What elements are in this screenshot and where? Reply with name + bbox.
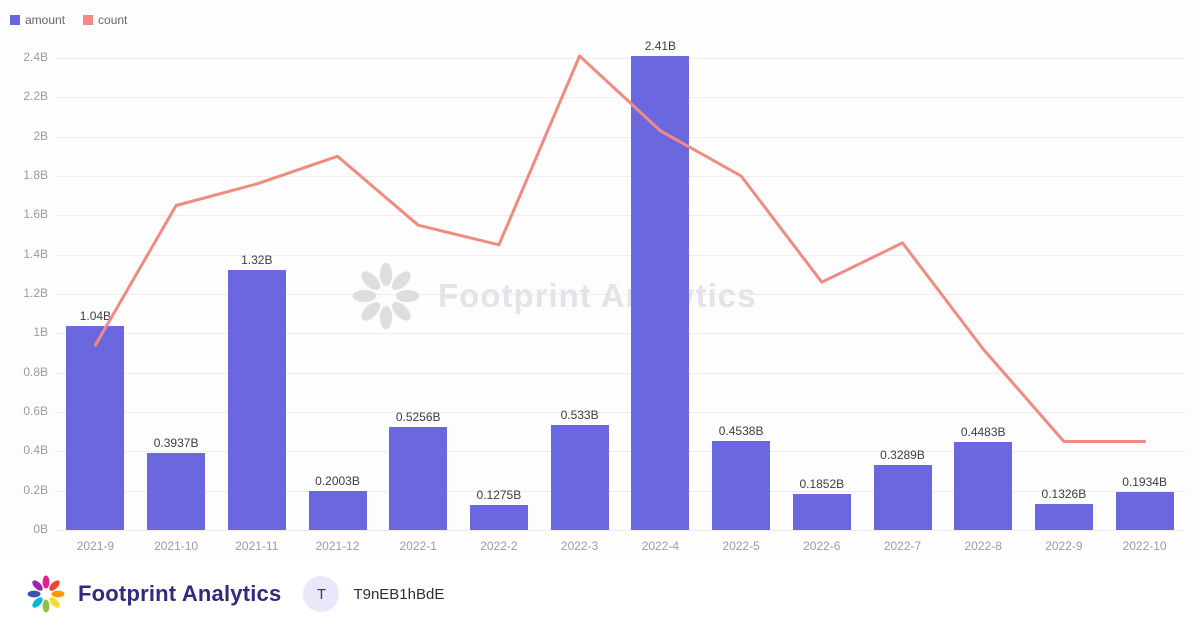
y-tick-label: 1.8B [23, 168, 48, 182]
x-tick-label: 2021-12 [315, 539, 360, 553]
x-tick-label: 2022-5 [722, 539, 760, 553]
bar-2022-7[interactable] [873, 465, 932, 530]
x-tick-label: 2022-4 [641, 539, 680, 553]
y-tick-label: 0B [33, 522, 48, 536]
bar-2022-3[interactable] [550, 425, 609, 530]
y-tick-label: 2.4B [23, 50, 48, 64]
avatar: T [303, 576, 340, 612]
bar-value-label: 0.4538B [718, 423, 764, 438]
brand-name: Footprint Analytics [78, 581, 282, 606]
y-tick-label: 1.6B [23, 207, 48, 222]
bar-2022-4[interactable] [631, 56, 690, 530]
bar-value-label: 0.1275B [476, 487, 522, 502]
bar-value-label: 0.3937B [153, 435, 199, 450]
bar-2022-2[interactable] [469, 504, 528, 530]
footer: Footprint Analytics T T9nEB1hBdE [0, 558, 1200, 630]
x-tick-label: 2022-6 [803, 539, 841, 553]
x-tick-label: 2022-3 [560, 539, 599, 553]
x-tick-label: 2021-9 [76, 539, 115, 553]
bar-value-label: 0.1934B [1122, 475, 1167, 489]
x-tick-label: 2022-8 [964, 539, 1002, 553]
legend-item-amount[interactable]: amount [10, 13, 65, 27]
bar-value-label: 0.1852B [799, 476, 845, 491]
bar-value-label: 0.5256B [395, 409, 441, 424]
bar-2022-6[interactable] [792, 493, 851, 530]
y-tick-label: 2.2B [23, 89, 48, 104]
y-tick-label: 0.8B [23, 364, 48, 379]
bar-value-label: 0.533B [560, 408, 599, 423]
legend: amount count [10, 13, 127, 27]
bar-2022-9[interactable] [1034, 503, 1093, 530]
bar-value-label: 0.2003B [315, 473, 360, 488]
bar-value-label: 2.41B [644, 39, 677, 53]
bar-2022-5[interactable] [712, 440, 771, 530]
bar-2021-9[interactable] [66, 325, 125, 530]
bar-value-label: 1.04B [79, 308, 112, 323]
bar-value-label: 0.3289B [880, 448, 925, 463]
gridline [55, 530, 1185, 531]
y-tick-label: 0.4B [23, 443, 48, 458]
footprint-logo-icon [27, 575, 65, 613]
y-tick-label: 0.6B [23, 404, 48, 418]
bar-2021-12[interactable] [308, 490, 367, 530]
bar-2022-8[interactable] [954, 441, 1013, 530]
x-tick-label: 2022-1 [399, 539, 437, 553]
x-tick-label: 2021-11 [235, 539, 279, 553]
count-swatch-icon [83, 15, 94, 25]
y-tick-label: 1.4B [23, 246, 48, 261]
x-tick-label: 2021-10 [154, 539, 199, 553]
x-tick-label: 2022-10 [1122, 539, 1167, 553]
y-tick-label: 2B [33, 128, 48, 143]
y-tick-label: 1B [33, 325, 48, 340]
x-tick-label: 2022-2 [480, 539, 518, 553]
bar-value-label: 0.4483B [960, 424, 1006, 439]
bar-2022-1[interactable] [389, 426, 448, 530]
bar-2021-10[interactable] [147, 452, 206, 530]
gridline [55, 490, 1185, 492]
bar-2022-10[interactable] [1115, 492, 1174, 530]
bar-2021-11[interactable] [227, 270, 286, 530]
y-tick-label: 1.2B [23, 286, 48, 300]
legend-label-count: count [98, 13, 128, 27]
amount-swatch-icon [10, 15, 20, 25]
bar-value-label: 0.1326B [1041, 486, 1087, 501]
x-tick-label: 2022-9 [1045, 539, 1083, 553]
legend-item-count[interactable]: count [83, 13, 127, 27]
gridline [55, 451, 1185, 453]
legend-label-amount: amount [25, 13, 66, 27]
bar-value-label: 1.32B [241, 253, 273, 268]
token-name: T9nEB1hBdE [353, 585, 445, 603]
y-tick-label: 0.2B [23, 482, 48, 497]
x-tick-label: 2022-7 [883, 539, 922, 553]
